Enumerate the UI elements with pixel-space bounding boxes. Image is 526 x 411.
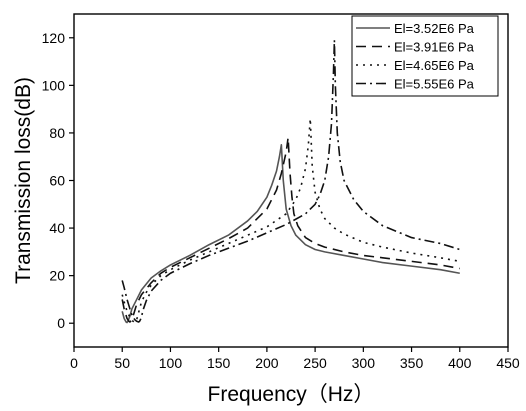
y-tick-label-4: 80: [49, 125, 65, 141]
series-line-3: [121, 117, 460, 324]
x-axis-title: Frequency（Hz）: [208, 383, 375, 406]
x-tick-label-1: 50: [114, 355, 130, 371]
x-tick-label-9: 450: [496, 355, 520, 371]
x-tick-label-5: 250: [303, 355, 327, 371]
y-tick-label-5: 100: [42, 77, 66, 93]
legend-label-4: El=5.55E6 Pa: [394, 77, 475, 92]
plot-area: 0 50 100 150 200 250 300 350 400 450 0 20 40 60 80 100 1…: [42, 13, 520, 371]
legend-label-3: El=4.65E6 Pa: [394, 58, 475, 73]
axis-ticks: 0 50 100 150 200 250 300 350 400 450 0 20 40 60 80 100 1…: [42, 30, 520, 371]
y-tick-label-3: 60: [49, 173, 65, 189]
x-tick-label-3: 150: [207, 355, 231, 371]
legend-label-2: El=3.91E6 Pa: [394, 40, 475, 55]
x-tick-label-6: 300: [352, 355, 376, 371]
y-tick-label-2: 40: [49, 220, 65, 236]
series-line-2: [121, 136, 460, 323]
series-line-1: [121, 144, 460, 324]
legend-label-1: El=3.52E6 Pa: [394, 21, 475, 36]
legend: El=3.52E6 Pa El=3.91E6 Pa El=4.65E6 Pa El=5…: [351, 15, 499, 97]
y-axis-title: Transmission loss(dB): [12, 77, 35, 284]
series-line-4: [121, 39, 461, 323]
data-series: [121, 39, 461, 324]
x-tick-label-8: 400: [448, 355, 472, 371]
legend-box: [351, 15, 499, 97]
x-tick-label-0: 0: [70, 355, 78, 371]
x-tick-label-2: 100: [159, 355, 183, 371]
y-tick-label-6: 120: [42, 30, 66, 46]
y-tick-label-0: 0: [57, 315, 65, 331]
x-tick-label-7: 350: [400, 355, 424, 371]
y-tick-label-1: 20: [49, 268, 65, 284]
x-tick-label-4: 200: [255, 355, 279, 371]
